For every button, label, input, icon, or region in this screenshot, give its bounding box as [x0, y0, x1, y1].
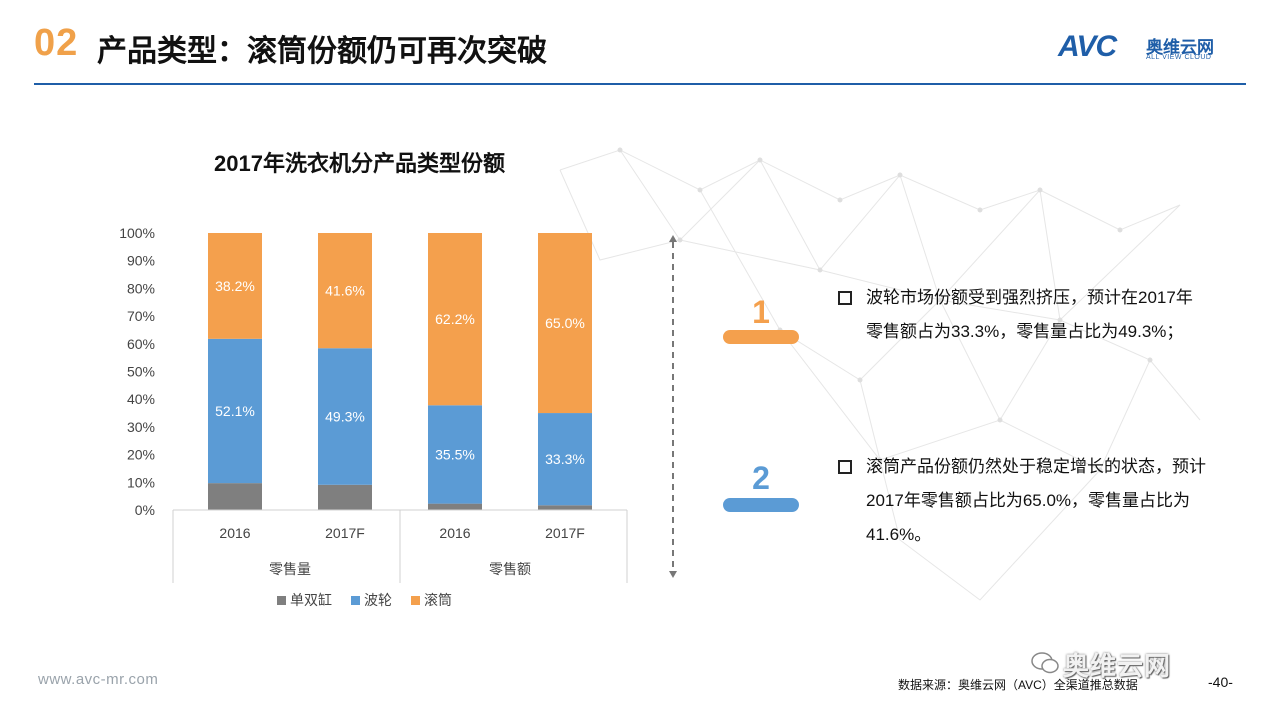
bar-segment-单双缸	[208, 483, 262, 510]
x-tick-label: 2017F	[545, 525, 585, 541]
data-label: 35.5%	[435, 446, 475, 462]
bar-segment-波轮	[538, 413, 592, 506]
vertical-divider	[669, 235, 677, 578]
point-1-bar	[723, 330, 799, 344]
bar-segment-单双缸	[318, 484, 372, 510]
x-tick-label: 2017F	[325, 525, 365, 541]
point-1-badge: 1	[723, 294, 799, 346]
y-tick-label: 90%	[127, 253, 155, 269]
point-2-bullet-icon	[838, 460, 852, 474]
watermark-text: 奥维云网	[1063, 651, 1172, 681]
y-tick-label: 60%	[127, 336, 155, 352]
data-label: 33.3%	[545, 451, 585, 467]
data-label: 62.2%	[435, 311, 475, 327]
page-title: 产品类型：滚筒份额仍可再次突破	[97, 35, 547, 68]
y-tick-label: 70%	[127, 308, 155, 324]
y-tick-label: 40%	[127, 391, 155, 407]
bar-segment-波轮	[318, 348, 372, 485]
point-1-text: 波轮市场份额受到强烈挤压，预计在2017年零售额占为33.3%，零售量占比为49…	[866, 288, 1193, 341]
legend-swatch	[351, 596, 360, 605]
x-tick-label: 2016	[439, 525, 470, 541]
logo-brand: AVC	[1058, 30, 1117, 63]
point-2-bar	[723, 498, 799, 512]
y-tick-label: 80%	[127, 280, 155, 296]
chart-title: 2017年洗衣机分产品类型份额	[214, 151, 505, 176]
data-label: 41.6%	[325, 283, 365, 299]
stacked-bar-chart: 0% 10% 20% 30% 40% 50% 60% 70% 80% 90% 100% 52.1% 49…	[119, 225, 628, 608]
bar-segment-滚筒	[428, 233, 482, 406]
page-number: -40-	[1208, 674, 1233, 690]
y-tick-label: 0%	[135, 502, 155, 518]
legend-label: 波轮	[364, 592, 392, 608]
legend-swatch	[277, 596, 286, 605]
y-tick-label: 100%	[119, 225, 155, 241]
legend-label: 滚筒	[424, 592, 452, 608]
section-number: 02	[34, 22, 79, 64]
x-tick-label: 2016	[219, 525, 250, 541]
data-label: 49.3%	[325, 409, 365, 425]
bar-segment-滚筒	[538, 233, 592, 414]
y-tick-label: 30%	[127, 419, 155, 435]
footer-url: www.avc-mr.com	[38, 671, 159, 688]
logo-cn-name: 奥维云网	[1146, 38, 1214, 57]
point-2-text: 滚筒产品份额仍然处于稳定增长的状态，预计2017年零售额占比为65.0%，零售量…	[866, 457, 1206, 544]
point-1-bullet-icon	[838, 291, 852, 305]
logo-en-name: ALL VIEW CLOUD	[1146, 54, 1212, 61]
data-source-note: 数据来源：奥维云网（AVC）全渠道推总数据	[898, 678, 1138, 692]
data-label: 65.0%	[545, 315, 585, 331]
y-tick-label: 10%	[127, 474, 155, 490]
y-tick-label: 20%	[127, 447, 155, 463]
point-2-badge: 2	[723, 460, 799, 514]
bar-segment-波轮	[428, 405, 482, 504]
y-tick-label: 50%	[127, 364, 155, 380]
bar-segment-波轮	[208, 338, 262, 484]
data-label: 52.1%	[215, 403, 255, 419]
bar-segment-滚筒	[318, 233, 372, 349]
data-label: 38.2%	[215, 278, 255, 294]
wechat-icon	[1031, 652, 1059, 674]
x-group-label: 零售额	[489, 561, 531, 577]
bar-segment-滚筒	[208, 233, 262, 339]
point-2-number: 2	[752, 460, 770, 496]
bar-segment-单双缸	[428, 503, 482, 510]
legend-label: 单双缸	[290, 592, 332, 608]
header-divider	[34, 83, 1246, 85]
legend-swatch	[411, 596, 420, 605]
point-1-number: 1	[752, 294, 770, 330]
bar-segment-单双缸	[538, 505, 592, 510]
x-group-label: 零售量	[269, 561, 311, 577]
